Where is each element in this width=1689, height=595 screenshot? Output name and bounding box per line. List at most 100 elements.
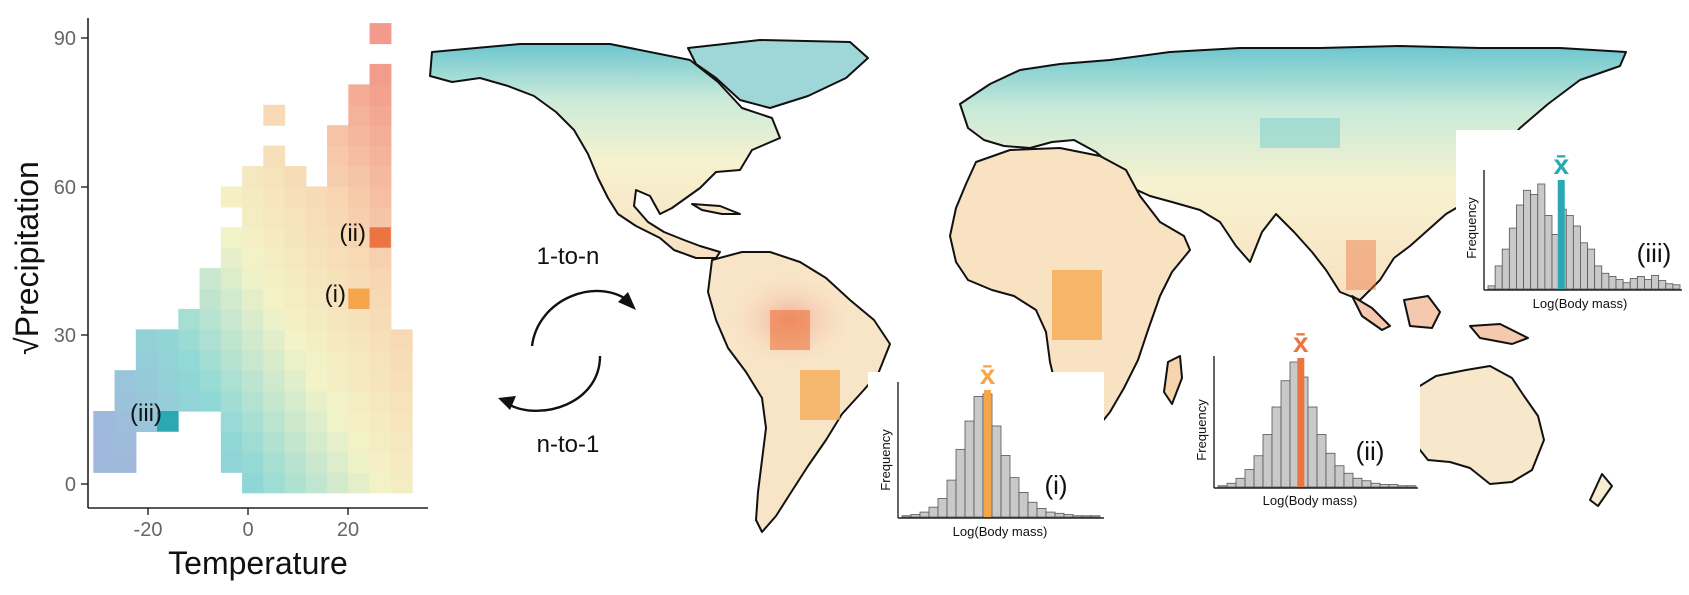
heatmap-cell bbox=[369, 451, 392, 473]
heatmap-cell bbox=[220, 349, 243, 371]
heatmap-cell bbox=[242, 431, 264, 453]
histogram-bar bbox=[919, 511, 930, 518]
histogram-ii-bars bbox=[1217, 358, 1417, 488]
heatmap-x-tick-neg20: -20 bbox=[134, 519, 163, 541]
heatmap-cell bbox=[242, 370, 264, 392]
heatmap-cell bbox=[348, 390, 371, 412]
borneo bbox=[1403, 295, 1441, 329]
heatmap-cell bbox=[390, 451, 413, 473]
heatmap-cell bbox=[327, 349, 349, 371]
histogram-bar bbox=[1343, 472, 1354, 488]
heatmap-cell bbox=[114, 370, 137, 392]
heatmap-cell bbox=[348, 472, 371, 494]
heatmap-cell bbox=[220, 227, 243, 249]
histogram-bar bbox=[1388, 484, 1399, 488]
heatmap-cell bbox=[178, 370, 201, 392]
heatmap-cell bbox=[135, 370, 158, 392]
histogram-bar bbox=[1334, 465, 1345, 488]
heatmap-cell bbox=[220, 247, 243, 269]
heatmap-y-tick-0: 0 bbox=[65, 474, 76, 496]
heatmap-cell bbox=[263, 431, 286, 453]
heatmap-cell bbox=[263, 472, 286, 494]
heatmap-label-ii: (ii) bbox=[339, 220, 366, 247]
heatmap-cell bbox=[348, 370, 371, 392]
heatmap-cell bbox=[369, 145, 392, 167]
histogram-mean-line bbox=[1557, 180, 1565, 289]
histogram-bar bbox=[928, 506, 939, 518]
heatmap-cell bbox=[242, 206, 264, 228]
histogram-bar bbox=[1244, 469, 1255, 488]
heatmap-cell bbox=[284, 206, 307, 228]
heatmap-cell bbox=[199, 308, 222, 330]
histogram-bar bbox=[1651, 274, 1660, 290]
heatmap-cell bbox=[263, 349, 286, 371]
histogram-bar bbox=[946, 479, 957, 518]
heatmap-cell bbox=[327, 206, 349, 228]
heatmap-cell bbox=[348, 125, 371, 147]
madagascar bbox=[1163, 355, 1183, 405]
histogram-iii-ylabel: Frequency bbox=[1464, 197, 1479, 259]
heatmap-cell bbox=[178, 349, 201, 371]
heatmap-cell bbox=[178, 329, 201, 351]
heatmap-cell bbox=[114, 451, 137, 473]
heatmap-cell bbox=[157, 329, 179, 351]
histogram-mean-line bbox=[984, 390, 991, 517]
histogram-bar bbox=[1217, 485, 1228, 488]
histogram-i-ylabel: Frequency bbox=[878, 429, 893, 491]
heatmap-cell bbox=[305, 411, 328, 433]
heatmap-cell bbox=[327, 329, 349, 351]
heatmap-cell bbox=[220, 411, 243, 433]
cycle-arrows: 1-to-n n-to-1 bbox=[498, 243, 636, 458]
histogram-bar bbox=[1544, 215, 1553, 290]
histogram-ii-mean-symbol: x̄ bbox=[1293, 327, 1309, 358]
heatmap-cell bbox=[327, 247, 349, 269]
histogram-bar bbox=[1644, 279, 1652, 290]
heatmap-cell bbox=[305, 308, 328, 330]
histogram-mean-line bbox=[1297, 358, 1305, 487]
heatmap-cell bbox=[220, 308, 243, 330]
heatmap-cell bbox=[242, 308, 264, 330]
histogram-bar bbox=[1501, 248, 1510, 290]
histogram-bar bbox=[1316, 434, 1327, 488]
heatmap-label-iii: (iii) bbox=[130, 400, 162, 427]
heatmap-cell bbox=[263, 227, 286, 249]
heatmap-cell bbox=[305, 370, 328, 392]
histogram-bar bbox=[973, 396, 984, 518]
heatmap-cell bbox=[263, 390, 286, 412]
heatmap-cell bbox=[263, 370, 286, 392]
histogram-bar bbox=[1516, 204, 1524, 290]
heatmap-cell bbox=[242, 390, 264, 412]
heatmap-cell bbox=[263, 268, 286, 290]
inset-histogram-iii: Frequency Log(Body mass) (iii) x̄ bbox=[1456, 130, 1688, 316]
histogram-bar bbox=[1081, 515, 1092, 518]
heatmap-cell bbox=[284, 308, 307, 330]
heatmap-cell bbox=[327, 451, 349, 473]
histogram-bar bbox=[1494, 265, 1503, 290]
histogram-bar bbox=[1307, 406, 1318, 488]
histogram-bar bbox=[901, 515, 912, 518]
region-patch-africa bbox=[1052, 270, 1102, 340]
heatmap-cell bbox=[263, 206, 286, 228]
heatmap-cell bbox=[284, 472, 307, 494]
heatmap-cell bbox=[305, 247, 328, 269]
histogram-iii-xlabel: Log(Body mass) bbox=[1533, 296, 1628, 311]
histogram-bar bbox=[1325, 452, 1336, 488]
heatmap-cell bbox=[284, 411, 307, 433]
heatmap-cell bbox=[390, 472, 413, 494]
heatmap-highlighted-cells bbox=[157, 227, 391, 432]
histogram-bar bbox=[1397, 485, 1408, 488]
heatmap-cell bbox=[305, 451, 328, 473]
heatmap-cell bbox=[327, 431, 349, 453]
histogram-bar bbox=[1226, 482, 1237, 488]
heatmap-cell bbox=[369, 268, 392, 290]
heatmap-cell bbox=[305, 349, 328, 371]
histogram-bar bbox=[1636, 275, 1645, 290]
heatmap-cell bbox=[369, 329, 392, 351]
arrow-n-to-1 bbox=[507, 355, 602, 412]
histogram-iii-bars bbox=[1487, 180, 1681, 290]
heatmap-cell bbox=[242, 472, 264, 494]
heatmap-cell bbox=[390, 329, 413, 351]
heatmap-cell bbox=[369, 125, 392, 147]
heatmap-cell bbox=[348, 329, 371, 351]
heatmap-cell bbox=[135, 329, 158, 351]
